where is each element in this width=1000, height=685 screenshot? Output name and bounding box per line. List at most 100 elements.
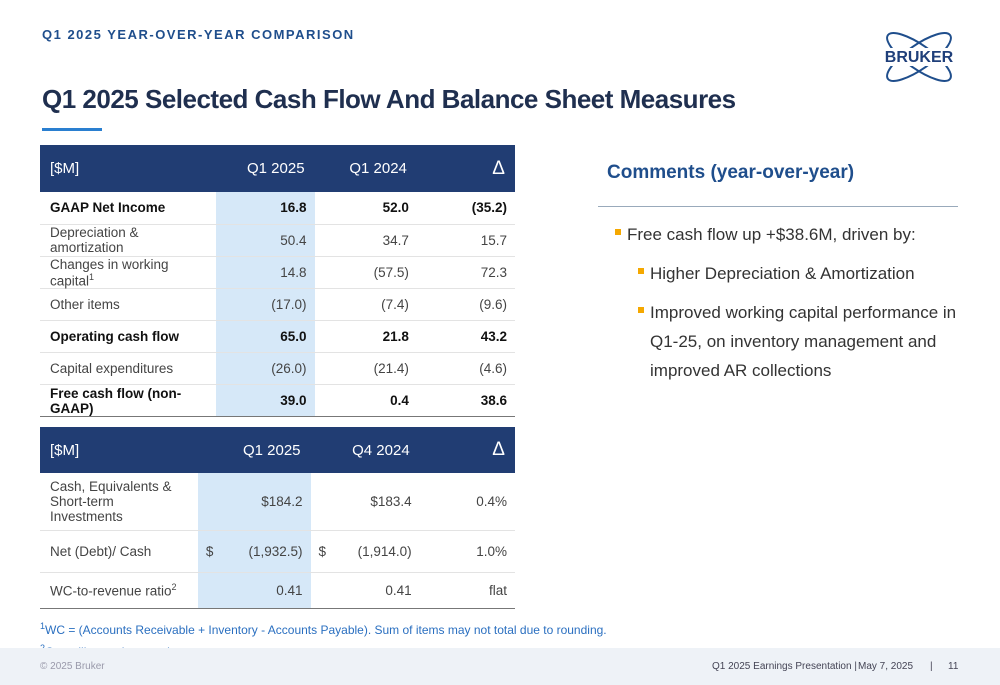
cell: 38.6 [416, 384, 515, 417]
cell: (9.6) [416, 288, 515, 321]
value: 16.8 [280, 200, 307, 216]
note-mark: 1 [89, 271, 95, 282]
label-text: Net (Debt)/ Cash [50, 543, 152, 559]
logo: BRUKER [878, 32, 960, 82]
copyright: © 2025 Bruker [40, 661, 105, 672]
cell: (17.0) [215, 288, 315, 321]
value: 0.41 [276, 582, 303, 598]
cell: (57.5) [314, 256, 417, 289]
cell: 0.41 [310, 572, 420, 609]
cell: 65.0 [215, 320, 315, 353]
row: WC-to-revenue ratio2 0.41 0.41 flat [40, 572, 515, 609]
cell: 1.0% [419, 530, 515, 573]
value: 50.4 [280, 232, 307, 248]
slide-title: Q1 2025 Selected Cash Flow And Balance S… [42, 84, 736, 114]
value: 38.6 [480, 393, 507, 408]
value: (21.4) [373, 361, 409, 376]
page-number: 11 [948, 661, 959, 672]
cell: $183.4 [310, 473, 420, 531]
value: 0.4 [390, 393, 409, 408]
cell: 0.4% [419, 473, 515, 531]
row: Other items (17.0) (7.4) (9.6) [40, 288, 515, 321]
comments-title: Comments (year-over-year) [607, 162, 855, 183]
bullet-marker [615, 229, 621, 235]
value: 65.0 [280, 329, 307, 344]
value: 0.41 [385, 582, 412, 598]
value: 43.2 [480, 329, 507, 344]
cell: 16.8 [215, 192, 315, 225]
value: 0.4% [476, 493, 507, 509]
note-mark: 2 [171, 581, 177, 592]
kicker: Q1 2025 YEAR-OVER-YEAR COMPARISON [42, 27, 355, 42]
cell: (21.4) [314, 352, 417, 385]
cash-flow-table: [$M] Q1 2025 Q1 2024 Δ GAAP Net Income 16.8 52… [40, 145, 515, 417]
row-label: Depreciation & amortization [40, 224, 216, 257]
value: (26.0) [271, 361, 307, 376]
cell: 21.8 [314, 320, 417, 353]
cell: $ (1,932.5) [197, 530, 311, 573]
value: (4.6) [479, 361, 507, 376]
footer-band [0, 648, 1000, 685]
cell: (26.0) [215, 352, 315, 385]
cell: $184.2 [197, 473, 311, 531]
row-label: GAAP Net Income [40, 192, 216, 225]
row-label: Cash, Equivalents & Short-term Investmen… [40, 473, 198, 531]
value: (1,914.0) [357, 543, 412, 559]
cell: flat [419, 572, 515, 609]
row-label: Other items [40, 288, 216, 321]
value: 15.7 [480, 232, 507, 248]
row: Free cash flow (non-GAAP) 39.0 0.4 38.6 [40, 384, 515, 417]
column-header: Q1 2025 [215, 145, 315, 192]
presentation: Q1 2025 Earnings Presentation | [712, 661, 857, 672]
comments-rule [598, 206, 958, 207]
value: 14.8 [280, 264, 307, 280]
value: (1,932.5) [248, 543, 303, 559]
cell: 72.3 [416, 256, 515, 289]
column-header: [$M] [40, 145, 216, 192]
value: (57.5) [373, 264, 409, 280]
title-rule [42, 128, 102, 131]
sub-bullet-marker [638, 307, 644, 313]
value: (17.0) [271, 297, 307, 312]
currency: $ [205, 543, 214, 559]
row: Cash, Equivalents & Short-term Investmen… [40, 473, 515, 531]
value: 21.8 [382, 329, 409, 344]
label-text: Operating cash flow [50, 329, 180, 344]
row-label: Capital expenditures [40, 352, 216, 385]
row: Capital expenditures (26.0) (21.4) (4.6) [40, 352, 515, 385]
sub-bullet: Higher Depreciation & Amortization [650, 264, 915, 283]
value: 1.0% [476, 543, 507, 559]
row: Depreciation & amortization 50.4 34.7 15.7 [40, 224, 515, 257]
row-label: Free cash flow (non-GAAP) [40, 384, 216, 417]
value: 72.3 [480, 264, 507, 280]
cell: 34.7 [314, 224, 417, 257]
footnote: 1WC = (Accounts Receivable + Inventory -… [40, 617, 607, 639]
value: flat [488, 582, 507, 598]
label-text: Changes in working capital [50, 256, 169, 289]
row: Net (Debt)/ Cash $ (1,932.5) $ (1,914.0) 1.0% [40, 530, 515, 573]
label-text: GAAP Net Income [50, 200, 166, 216]
cell: 15.7 [416, 224, 515, 257]
cell: (4.6) [416, 352, 515, 385]
footnote-text: WC = (Accounts Receivable + Inventory - … [45, 623, 607, 637]
cell: 50.4 [215, 224, 315, 257]
cell: 14.8 [215, 256, 315, 289]
label-text: Depreciation & amortization [50, 225, 139, 255]
row-label: Operating cash flow [40, 320, 216, 353]
currency: $ [318, 543, 327, 559]
cell: $ (1,914.0) [310, 530, 420, 573]
column-header: Q4 2024 [310, 427, 420, 473]
column-header: Q1 2025 [197, 427, 311, 473]
column-header: [$M] [40, 427, 198, 473]
sub-bullet: Improved working capital performance in … [650, 303, 957, 380]
column-header: Δ [419, 427, 515, 473]
row: Changes in working capital1 14.8 (57.5) 72.… [40, 256, 515, 289]
label-text: Free cash flow (non-GAAP) [50, 385, 182, 416]
cell: 52.0 [314, 192, 417, 225]
value: 39.0 [280, 393, 307, 408]
label-text: Capital expenditures [50, 361, 174, 376]
value: $183.4 [370, 493, 412, 509]
sub-bullet-marker [638, 268, 644, 274]
value: 52.0 [382, 200, 409, 216]
